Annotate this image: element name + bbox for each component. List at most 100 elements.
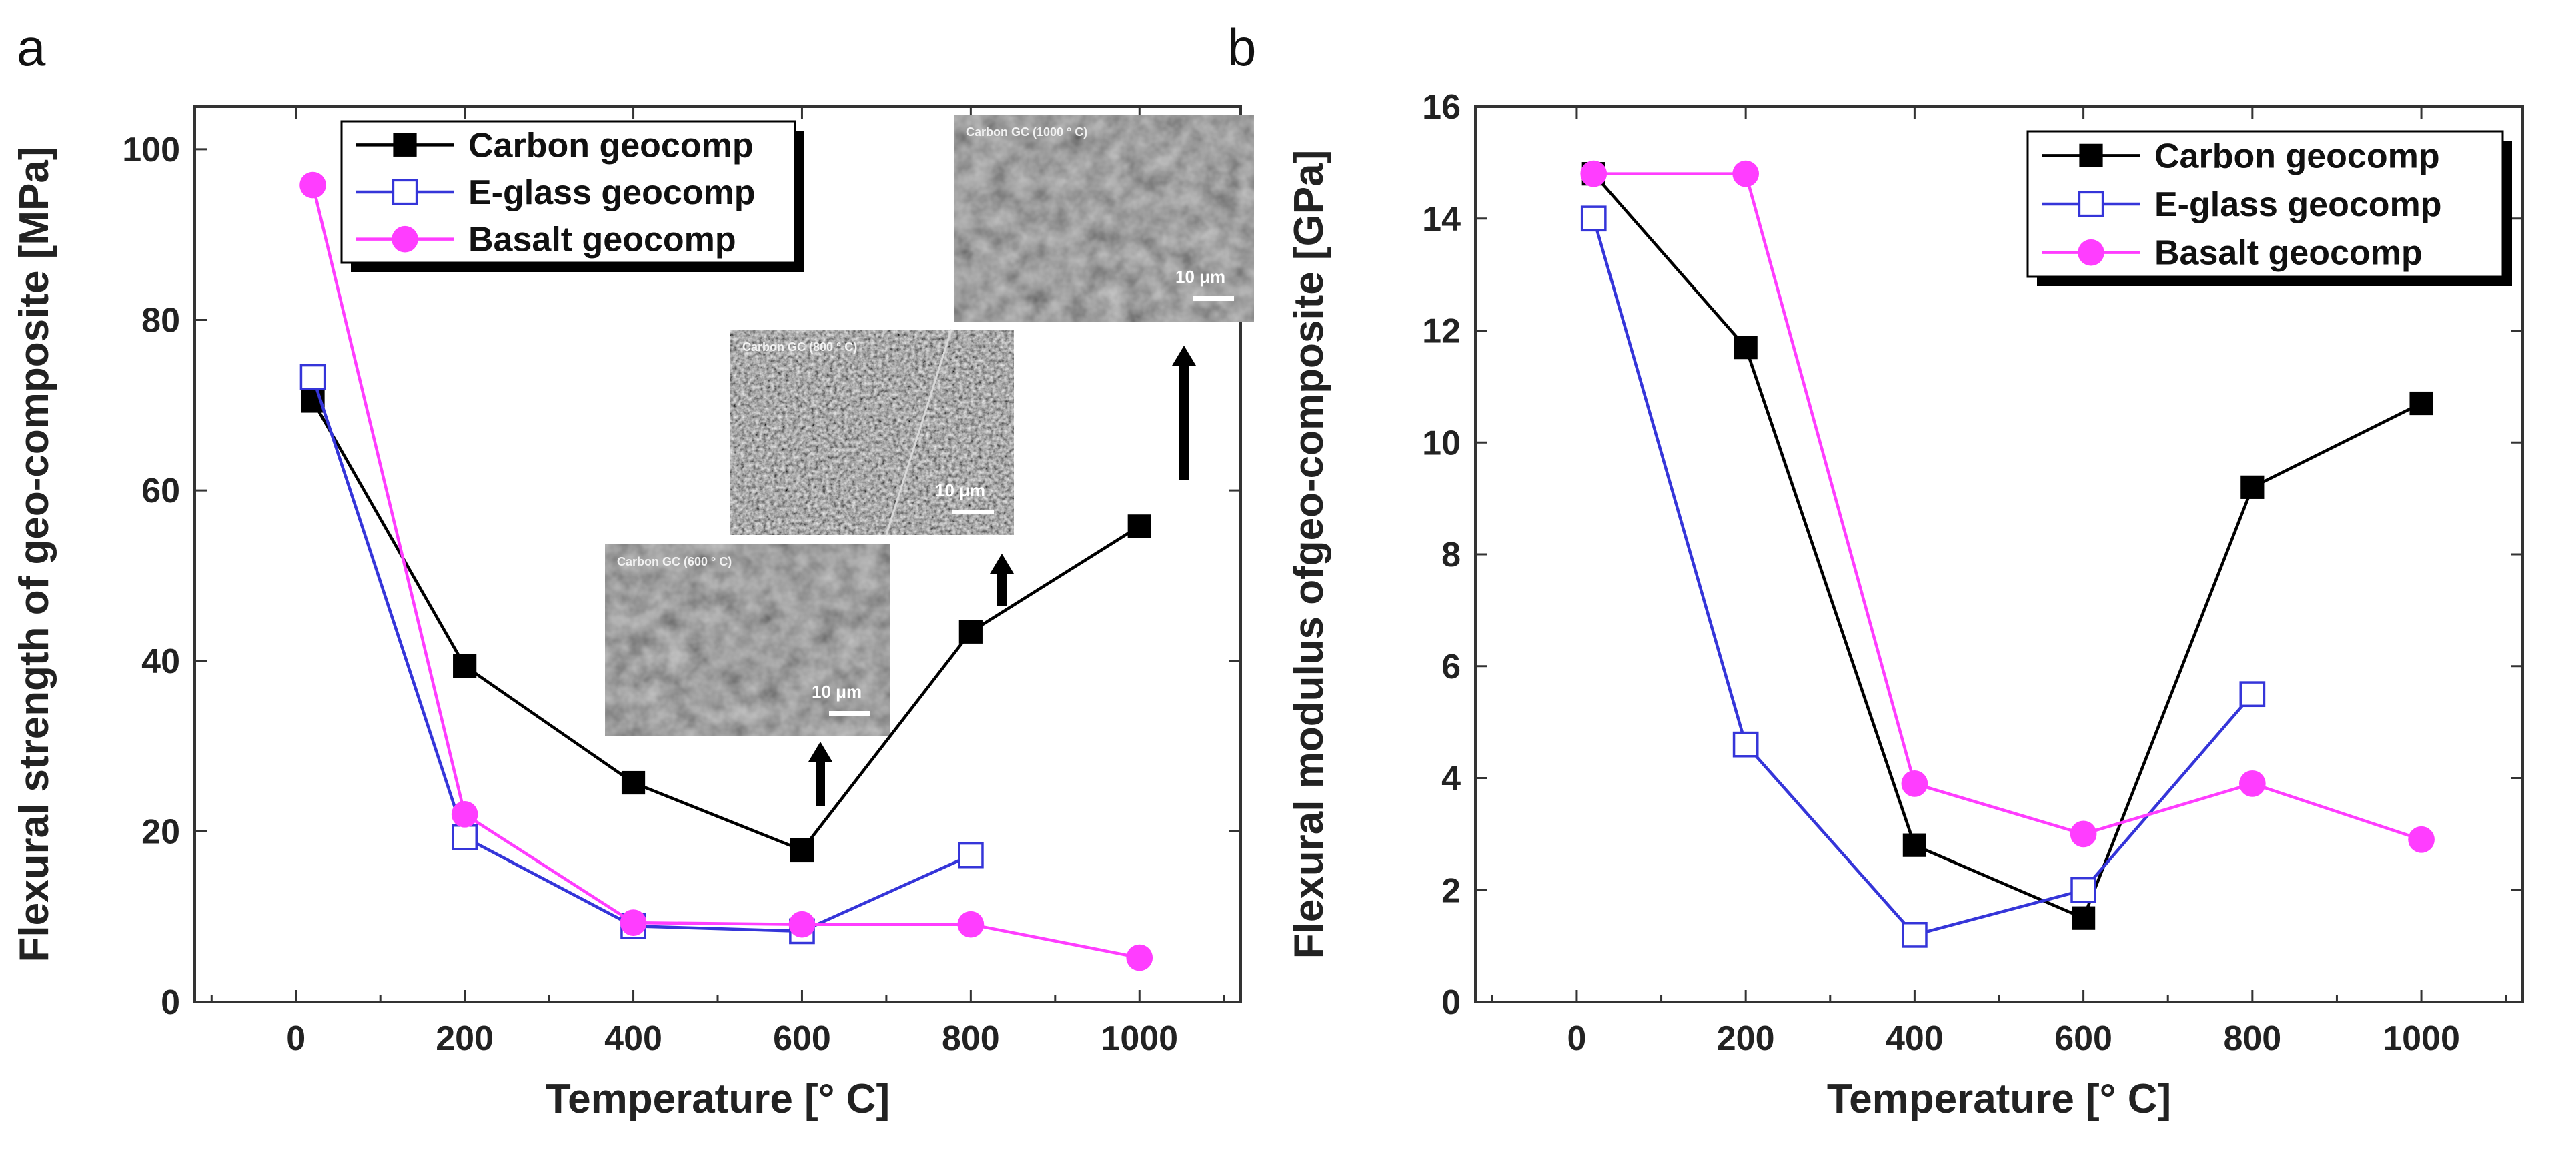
legend-label: Basalt geocomp — [2154, 234, 2423, 273]
data-point — [1127, 514, 1151, 538]
data-point — [957, 911, 985, 938]
data-point — [2238, 770, 2266, 797]
axis-ticks: 0 200 400 600 800 1000 0 20 40 60 80 100 — [122, 107, 1241, 1058]
y-tick-label: 0 — [1441, 983, 1461, 1022]
legend: Carbon geocomp E-glass geocomp Basalt geoc… — [2026, 130, 2512, 286]
data-point — [790, 838, 814, 862]
y-tick-label: 100 — [122, 131, 180, 169]
y-tick-label: 10 — [1422, 424, 1461, 462]
data-point — [2070, 877, 2096, 903]
data-point — [1901, 770, 1928, 797]
scale-bar-label: 10 μm — [935, 480, 985, 500]
axis-ticks: 0 200 400 600 800 1000 0 2 4 6 8 10 12 14 16 — [1422, 88, 2523, 1058]
x-tick-label: 200 — [1717, 1019, 1775, 1058]
data-point — [1126, 944, 1153, 971]
y-tick-label: 0 — [161, 983, 180, 1022]
arrow-head — [1172, 346, 1196, 366]
x-tick-label: 600 — [773, 1019, 831, 1058]
legend-marker — [392, 225, 418, 253]
sem-crack — [885, 329, 952, 536]
series-basalt-geocomp — [299, 171, 1153, 971]
y-tick-label: 80 — [141, 302, 180, 340]
legend-entry: Carbon geocomp — [356, 126, 754, 165]
data-point — [2072, 906, 2096, 930]
data-point — [452, 824, 478, 850]
pointer-arrow — [808, 742, 832, 806]
sem-inset: Carbon GC (1000 ° C) 10 μm — [954, 115, 1254, 322]
scale-bar — [829, 711, 870, 716]
legend-label: E-glass geocomp — [468, 173, 756, 212]
legend-entry: Carbon geocomp — [2042, 137, 2440, 175]
series-carbon-geocomp — [301, 389, 1151, 862]
legend-entry: E-glass geocomp — [356, 173, 756, 212]
x-tick-label: 800 — [942, 1019, 1000, 1058]
legend-label: E-glass geocomp — [2154, 185, 2442, 224]
data-point — [2409, 391, 2433, 416]
y-axis-title: Flexural strength of geo-composite [MPa] — [11, 147, 57, 963]
data-point — [620, 909, 647, 936]
sem-inset: Carbon GC (600 ° C) 10 μm — [605, 544, 890, 736]
data-point — [1732, 731, 1759, 758]
arrow-head — [808, 742, 832, 762]
x-axis-title: Temperature [° C] — [546, 1076, 890, 1122]
x-tick-label: 0 — [286, 1019, 305, 1058]
panel-b-label: b — [1227, 18, 1256, 77]
sem-image-texture — [730, 330, 1014, 535]
legend: Carbon geocomp E-glass geocomp Basalt geoc… — [340, 120, 804, 272]
series-carbon-geocomp — [1581, 162, 2433, 930]
panel-b: b 0 200 400 600 800 1000 0 2 4 6 8 10 12 14 16 Carbon … — [1227, 18, 2524, 1122]
scale-bar — [1193, 296, 1234, 301]
x-tick-label: 0 — [1567, 1019, 1586, 1058]
legend-entry: E-glass geocomp — [2042, 185, 2442, 224]
legend-entry: Basalt geocomp — [356, 221, 736, 259]
series-layer — [299, 171, 1153, 971]
legend-label: Carbon geocomp — [2154, 137, 2440, 175]
data-point — [451, 800, 478, 828]
y-tick-label: 14 — [1422, 200, 1461, 239]
data-point — [621, 770, 646, 795]
legend-label: Basalt geocomp — [468, 221, 736, 259]
data-point — [2240, 475, 2265, 499]
y-axis-title: Flexural modulus ofgeo-composite [GPa] — [1286, 150, 1332, 959]
series-basalt-geocomp — [1580, 160, 2435, 853]
panel-a-label: a — [17, 18, 46, 77]
sem-inset-label: Carbon GC (800 ° C) — [742, 340, 857, 354]
data-point — [1580, 160, 1607, 187]
arrow-head — [990, 554, 1014, 574]
sem-inset-label: Carbon GC (1000 ° C) — [966, 125, 1087, 139]
sem-image-texture — [605, 544, 890, 736]
legend-marker — [392, 179, 418, 205]
x-axis-title: Temperature [° C] — [1827, 1076, 2171, 1122]
series-line — [1593, 172, 2422, 841]
x-tick-label: 1000 — [2383, 1019, 2460, 1058]
sem-inset-label: Carbon GC (600 ° C) — [617, 555, 732, 568]
data-point — [2070, 820, 2097, 848]
series-line — [1592, 173, 2423, 921]
sem-inset: Carbon GC (800 ° C) 10 μm — [730, 329, 1014, 536]
data-point — [453, 654, 477, 678]
y-tick-label: 6 — [1441, 648, 1461, 686]
data-point — [299, 364, 326, 390]
data-point — [2239, 681, 2266, 708]
x-tick-label: 1000 — [1101, 1019, 1178, 1058]
y-tick-label: 20 — [141, 812, 180, 851]
scale-bar — [952, 510, 994, 514]
y-tick-label: 60 — [141, 472, 180, 510]
y-tick-label: 40 — [141, 642, 180, 681]
data-point — [2408, 826, 2435, 853]
panel-a: a 0 200 400 600 800 1000 0 20 40 60 80 100 Carbon G… — [11, 18, 1254, 1122]
legend-marker — [393, 133, 417, 157]
data-point — [958, 842, 984, 869]
sem-image-texture — [954, 115, 1254, 322]
x-tick-label: 400 — [1886, 1019, 1944, 1058]
series-e-glass-geocomp — [1580, 205, 2266, 948]
data-point — [1580, 205, 1607, 232]
data-point — [1902, 833, 1926, 857]
y-tick-label: 4 — [1441, 760, 1461, 798]
data-point — [1902, 922, 1928, 948]
y-tick-label: 12 — [1422, 312, 1461, 351]
y-tick-label: 2 — [1441, 871, 1461, 910]
y-tick-label: 8 — [1441, 536, 1461, 574]
